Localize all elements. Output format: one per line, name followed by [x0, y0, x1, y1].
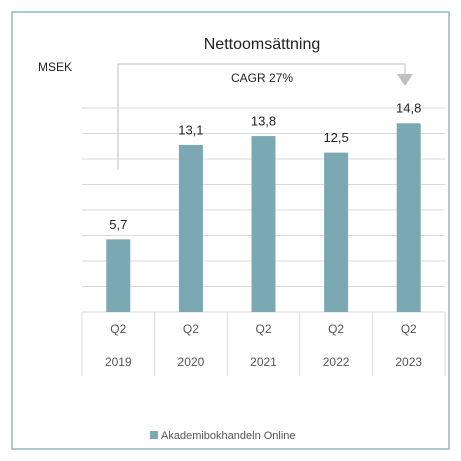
x-tick-label: 2023: [395, 355, 422, 369]
x-tick-label: 2020: [178, 355, 205, 369]
bar: [251, 136, 276, 312]
x-tick-label: Q2: [183, 322, 199, 336]
data-label: 14,8: [396, 101, 421, 116]
x-tick-label: 2019: [105, 355, 132, 369]
bar: [396, 123, 421, 312]
legend-label: Akademibokhandeln Online: [161, 430, 296, 442]
data-label: 13,8: [251, 113, 276, 128]
annotation: CAGR 27%: [231, 71, 293, 85]
bar: [324, 152, 349, 312]
data-label: 12,5: [323, 130, 348, 145]
frame: [11, 11, 450, 450]
x-tick-label: Q2: [110, 322, 126, 336]
data-label: 13,1: [178, 122, 203, 137]
y-axis-label: MSEK: [38, 60, 72, 74]
data-label: 5,7: [109, 217, 127, 232]
cagr-arrow: [397, 74, 413, 86]
x-tick-label: Q2: [255, 322, 271, 336]
x-tick-label: 2022: [323, 355, 350, 369]
legend-swatch: [150, 431, 158, 439]
bar: [178, 144, 203, 312]
x-tick-label: Q2: [328, 322, 344, 336]
bar: [106, 239, 131, 312]
chart-title: Nettoomsättning: [204, 36, 321, 53]
cagr-bracket: [117, 63, 406, 170]
x-tick-label: Q2: [401, 322, 417, 336]
x-tick-label: 2021: [250, 355, 277, 369]
